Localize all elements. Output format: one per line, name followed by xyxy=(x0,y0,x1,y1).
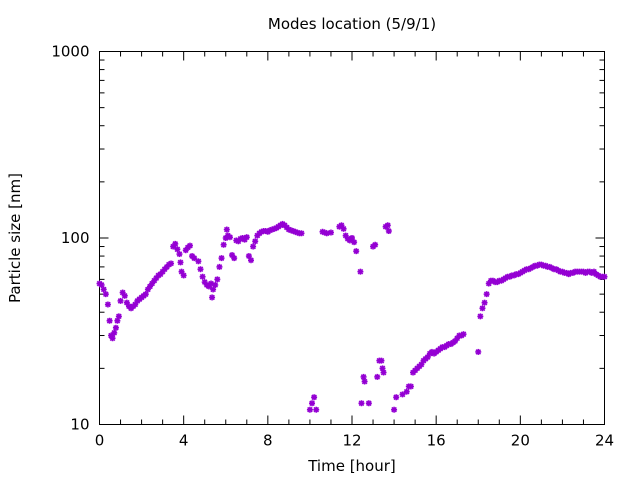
data-point xyxy=(111,329,118,336)
x-tick-label: 4 xyxy=(179,432,189,450)
chart-title: Modes location (5/9/1) xyxy=(268,15,436,33)
data-point xyxy=(186,242,193,249)
data-point xyxy=(199,273,206,280)
data-point xyxy=(216,263,223,270)
data-point xyxy=(306,406,313,413)
data-point xyxy=(212,281,219,288)
y-axis-label: Particle size [nm] xyxy=(6,173,24,303)
data-point xyxy=(399,391,406,398)
x-tick-label: 0 xyxy=(95,432,105,450)
data-point xyxy=(205,283,212,290)
data-point xyxy=(384,222,391,229)
data-point xyxy=(309,400,316,407)
data-point xyxy=(358,400,365,407)
data-point xyxy=(393,394,400,401)
data-point xyxy=(209,294,216,301)
data-point xyxy=(100,286,107,293)
y-tick-label: 10 xyxy=(70,416,89,434)
data-point xyxy=(311,394,318,401)
data-point xyxy=(475,348,482,355)
x-tick-label: 16 xyxy=(427,432,446,450)
x-tick-label: 24 xyxy=(595,432,614,450)
data-point xyxy=(174,246,181,253)
x-axis-label: Time [hour] xyxy=(307,457,396,475)
data-point xyxy=(115,313,122,320)
data-point xyxy=(327,229,334,236)
data-point xyxy=(374,373,381,380)
data-point xyxy=(177,259,184,266)
data-point xyxy=(372,241,379,248)
data-point xyxy=(353,248,360,255)
data-point xyxy=(313,406,320,413)
data-point xyxy=(197,266,204,273)
data-point xyxy=(195,258,202,265)
data-point xyxy=(483,291,490,298)
data-point xyxy=(102,291,109,298)
data-point xyxy=(601,273,608,280)
data-point xyxy=(214,276,221,283)
data-point xyxy=(298,230,305,237)
data-point xyxy=(479,305,486,312)
y-tick-label: 1000 xyxy=(51,43,89,61)
data-point xyxy=(351,239,358,246)
data-point xyxy=(109,335,116,342)
data-point xyxy=(477,313,484,320)
data-point xyxy=(142,291,149,298)
data-point xyxy=(391,406,398,413)
y-tick-label: 100 xyxy=(61,229,90,247)
data-point xyxy=(117,297,124,304)
data-points xyxy=(96,220,608,413)
data-point xyxy=(357,268,364,275)
data-point xyxy=(223,226,230,233)
data-point xyxy=(220,241,227,248)
data-point xyxy=(385,228,392,235)
data-point xyxy=(180,272,187,279)
data-point xyxy=(360,373,367,380)
data-point xyxy=(248,257,254,264)
data-point xyxy=(380,369,387,376)
data-point xyxy=(226,234,233,241)
data-point xyxy=(231,255,238,262)
data-point xyxy=(218,255,225,262)
x-tick-label: 12 xyxy=(342,432,361,450)
data-point xyxy=(407,383,414,390)
data-point xyxy=(460,331,467,338)
data-point xyxy=(243,234,250,241)
y-axis: 10 100 1000 xyxy=(51,43,605,434)
data-point xyxy=(378,357,385,364)
data-point xyxy=(361,378,368,385)
data-point xyxy=(403,388,410,395)
data-point xyxy=(365,400,372,407)
data-point xyxy=(168,260,175,267)
data-point xyxy=(172,240,179,247)
data-point xyxy=(104,301,111,308)
plot-frame xyxy=(99,51,605,425)
x-tick-label: 20 xyxy=(511,432,530,450)
data-point xyxy=(176,251,183,258)
data-point xyxy=(191,255,198,262)
data-point xyxy=(210,286,217,293)
data-point xyxy=(340,225,347,232)
data-point xyxy=(252,238,259,245)
x-tick-label: 8 xyxy=(263,432,273,450)
data-point xyxy=(250,243,257,250)
data-point xyxy=(112,324,119,331)
data-point xyxy=(481,299,488,306)
data-point xyxy=(121,292,128,299)
data-point xyxy=(106,317,113,324)
